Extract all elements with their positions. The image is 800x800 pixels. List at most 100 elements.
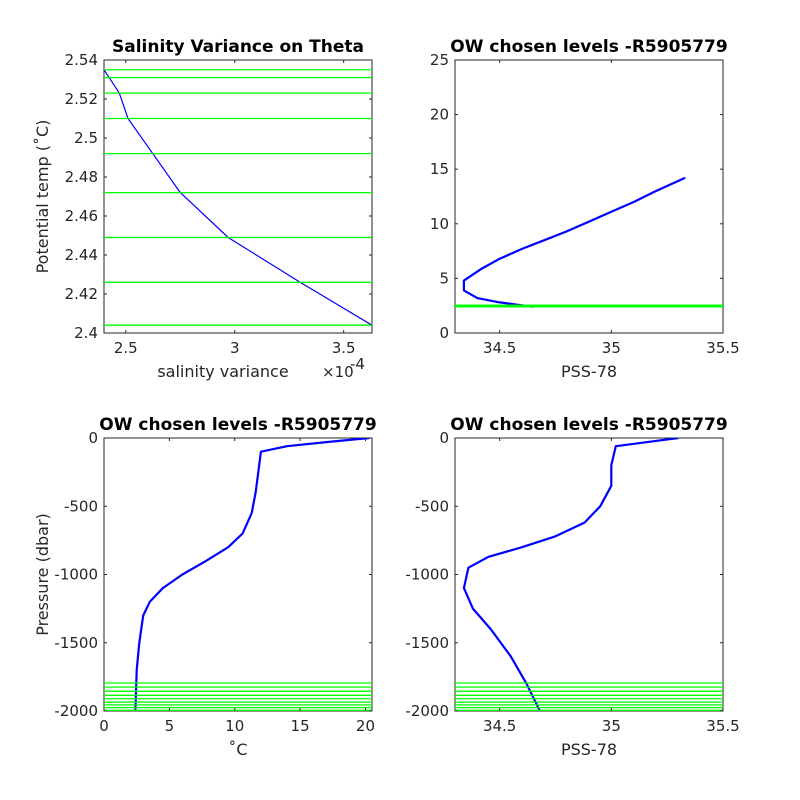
data-point [251, 512, 253, 514]
x-tick-label: 34.5 [483, 339, 516, 357]
y-tick-label: 10 [430, 215, 449, 233]
panel-4: 34.5 35 35.5 -2000 -1500 -1000 -500 0OW chosen … [405, 415, 739, 759]
plot-content [104, 438, 372, 711]
data-point [599, 505, 601, 507]
data-point [136, 669, 138, 671]
data-point [463, 587, 465, 589]
data-point [227, 546, 229, 548]
y-tick-label: -2000 [54, 702, 98, 720]
x-tick-label: 20 [356, 717, 375, 735]
x-axis-label: salinity variance [157, 362, 288, 381]
chart-title: OW chosen levels -R5905779 [99, 415, 376, 435]
chart-title: OW chosen levels -R5905779 [450, 37, 727, 57]
data-point [257, 471, 259, 473]
y-tick-label: -1000 [54, 566, 98, 584]
data-point [521, 546, 523, 548]
y-tick-label: 2.4 [74, 324, 98, 342]
data-point [325, 441, 327, 443]
data-point [655, 190, 657, 192]
chart-title: Salinity Variance on Theta [112, 37, 364, 57]
data-point [499, 301, 501, 304]
data-point [610, 485, 612, 487]
y-tick-label: 0 [439, 429, 449, 447]
data-point [463, 279, 465, 282]
plot-content [455, 176, 723, 308]
y-tick-label: 15 [430, 160, 449, 178]
x-exponent-label: ×10 [322, 363, 354, 381]
data-point [255, 492, 257, 494]
y-tick-label: 2.5 [74, 129, 98, 147]
x-tick-label: 15 [291, 717, 310, 735]
data-point [588, 221, 590, 223]
x-tick-label: 0 [99, 717, 109, 735]
x-tick-label: 35 [602, 717, 621, 735]
plot-content [455, 438, 723, 711]
y-tick-label: -1000 [405, 566, 449, 584]
data-point [286, 445, 288, 447]
y-tick-label: -500 [415, 497, 449, 515]
x-tick-label: 35.5 [706, 717, 739, 735]
y-tick-label: 25 [430, 51, 449, 69]
plot-content [104, 69, 372, 326]
y-axis-label: Potential temp (˚C) [33, 120, 52, 274]
x-tick-label: 35 [602, 339, 621, 357]
y-tick-label: -500 [64, 497, 98, 515]
y-tick-label: 2.46 [65, 207, 98, 225]
data-point [463, 289, 465, 292]
data-point [260, 451, 262, 453]
data-point [610, 464, 612, 466]
y-tick-label: -2000 [405, 702, 449, 720]
data-point [499, 258, 501, 260]
plot-area [454, 437, 724, 712]
x-axis-label: ˚C [228, 740, 247, 759]
data-point [521, 248, 523, 250]
y-tick-label: 20 [430, 106, 449, 124]
x-tick-label: 10 [225, 717, 244, 735]
data-point [162, 587, 164, 589]
data-point [467, 567, 469, 569]
plot-area [454, 59, 724, 334]
y-tick-label: 2.42 [65, 285, 98, 303]
data-point [149, 601, 151, 603]
data-point [677, 438, 679, 439]
data-point [684, 177, 686, 179]
data-point [472, 608, 474, 610]
x-tick-label: 3.5 [332, 339, 356, 357]
y-tick-label: -1500 [54, 634, 98, 652]
x-tick-label: 5 [165, 717, 175, 735]
y-tick-label: 2.44 [65, 246, 98, 264]
x-axis-label: PSS-78 [561, 362, 617, 381]
data-point [583, 522, 586, 524]
series-line-1 [462, 438, 679, 711]
data-point [610, 211, 612, 213]
x-tick-label: 2.5 [114, 339, 138, 357]
plot-area [103, 59, 373, 334]
plot-area [103, 437, 373, 712]
data-point [138, 642, 140, 644]
data-point [554, 535, 557, 537]
data-point [566, 230, 568, 233]
y-tick-label: 2.48 [65, 168, 98, 186]
y-tick-label: 0 [439, 324, 449, 342]
data-point [490, 628, 492, 630]
x-axis-label: PSS-78 [561, 740, 617, 759]
data-point [481, 267, 483, 270]
data-point [142, 614, 144, 617]
x-exponent: -4 [350, 355, 365, 373]
x-tick-label: 35.5 [706, 339, 739, 357]
data-point [241, 532, 244, 535]
x-tick-label: 34.5 [483, 717, 516, 735]
data-point [487, 556, 490, 558]
data-point [476, 297, 478, 299]
y-tick-label: 2.54 [65, 51, 98, 69]
x-tick-label: 3 [230, 339, 240, 357]
data-point [543, 239, 545, 241]
y-tick-label: 5 [439, 269, 449, 287]
data-point [615, 445, 617, 447]
data-point [633, 201, 635, 203]
y-tick-label: 0 [88, 429, 98, 447]
y-axis-label: Pressure (dbar) [33, 513, 52, 636]
